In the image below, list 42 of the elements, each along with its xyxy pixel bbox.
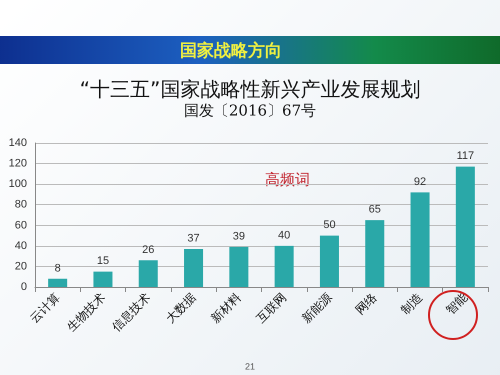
bar [456, 166, 475, 287]
bar [184, 248, 204, 287]
x-tick-label: 新能源 [299, 290, 334, 326]
data-label: 92 [414, 176, 426, 188]
data-label: 37 [187, 232, 200, 244]
text: 国家战略方向 [180, 40, 282, 62]
x-tick-label: 互联网 [254, 290, 290, 326]
x-tick-label: 大数据 [163, 290, 198, 326]
x-tick-label: 新材料 [208, 290, 244, 326]
x-tick-label: 制造 [398, 290, 425, 317]
y-tick-label: 20 [14, 260, 27, 272]
chart-subtitle: 国发〔2016〕67号 [184, 102, 316, 120]
bar [93, 272, 112, 287]
text: 21 [245, 362, 256, 372]
bar [320, 236, 339, 287]
x-tick-label: 网络 [352, 290, 380, 317]
x-tick-label: 云计算 [27, 290, 63, 326]
bar [274, 246, 294, 287]
x-tick-label: 生物技术 [64, 290, 108, 334]
data-label: 65 [368, 204, 381, 216]
bar [48, 278, 68, 287]
chart-title: “十三五”国家战略性新兴产业发展规划 [80, 77, 420, 101]
data-label: 15 [96, 255, 110, 268]
bar [138, 260, 158, 287]
data-label: 26 [142, 244, 154, 256]
y-tick-label: 140 [8, 137, 27, 149]
y-tick-label: 0 [20, 281, 27, 293]
bar [410, 192, 430, 287]
data-label: 8 [54, 262, 61, 274]
data-label: 50 [323, 219, 336, 232]
bar [365, 220, 384, 287]
y-tick-label: 60 [14, 219, 27, 232]
bar [229, 246, 248, 287]
y-tick-label: 120 [8, 158, 27, 170]
data-label: 40 [278, 229, 290, 242]
y-tick-label: 100 [8, 178, 27, 190]
x-tick-label: 智能 [443, 290, 470, 317]
data-label: 117 [456, 150, 474, 162]
x-tick-label: 信息技术 [109, 290, 154, 334]
y-tick-label: 80 [14, 198, 27, 211]
data-label: 39 [232, 230, 245, 242]
y-tick-label: 40 [14, 240, 27, 252]
